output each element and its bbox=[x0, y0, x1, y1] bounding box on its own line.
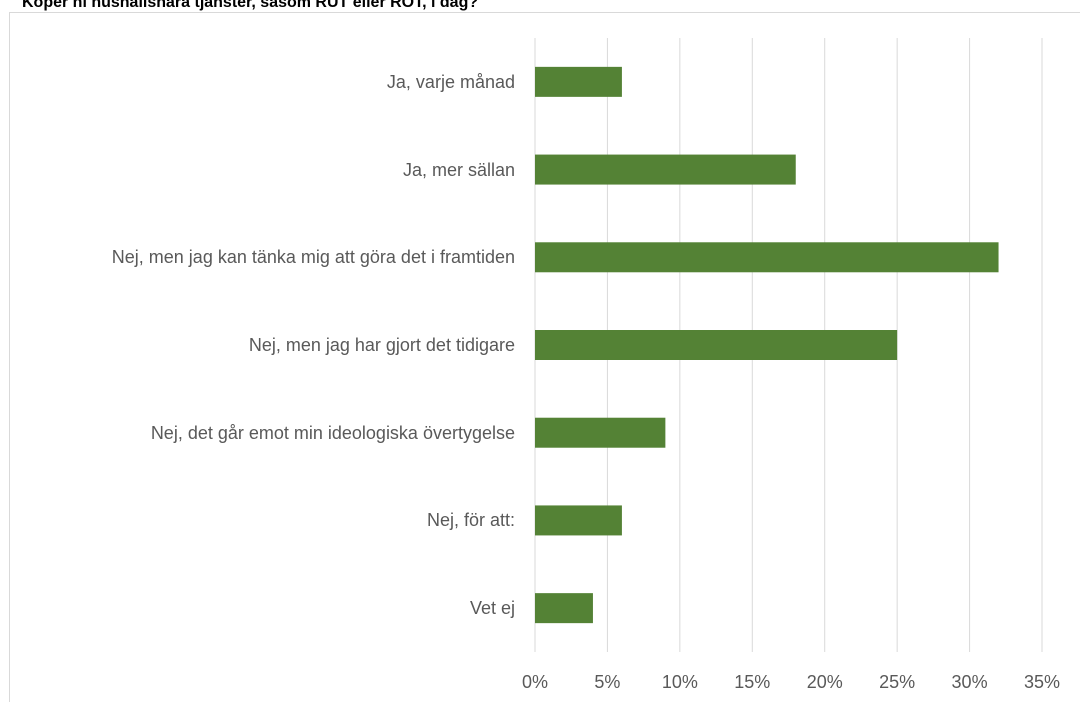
bar bbox=[535, 330, 898, 360]
bar bbox=[535, 66, 622, 97]
category-label: Nej, det går emot min ideologiska överty… bbox=[150, 422, 515, 443]
x-tick-label: 35% bbox=[1024, 672, 1060, 692]
bar bbox=[535, 593, 593, 624]
category-label: Ja, mer sällan bbox=[402, 159, 515, 180]
x-tick-label: 0% bbox=[522, 672, 548, 692]
bar bbox=[535, 505, 622, 536]
category-label: Nej, för att: bbox=[426, 510, 515, 531]
x-tick-label: 20% bbox=[807, 672, 843, 692]
category-label: Vet ej bbox=[469, 598, 515, 619]
category-label: Ja, varje månad bbox=[386, 71, 515, 92]
bar bbox=[535, 417, 666, 448]
x-tick-label: 5% bbox=[594, 672, 620, 692]
category-label: Nej, men jag har gjort det tidigare bbox=[248, 335, 515, 355]
bar bbox=[535, 242, 999, 273]
bar bbox=[535, 154, 796, 185]
x-tick-label: 10% bbox=[662, 672, 698, 692]
x-tick-label: 30% bbox=[952, 672, 988, 692]
x-tick-label: 25% bbox=[879, 672, 915, 692]
x-tick-label: 15% bbox=[734, 672, 770, 692]
chart-title: Köper ni hushållsnära tjänster, såsom RU… bbox=[22, 0, 478, 11]
category-label: Nej, men jag kan tänka mig att göra det … bbox=[111, 247, 515, 268]
